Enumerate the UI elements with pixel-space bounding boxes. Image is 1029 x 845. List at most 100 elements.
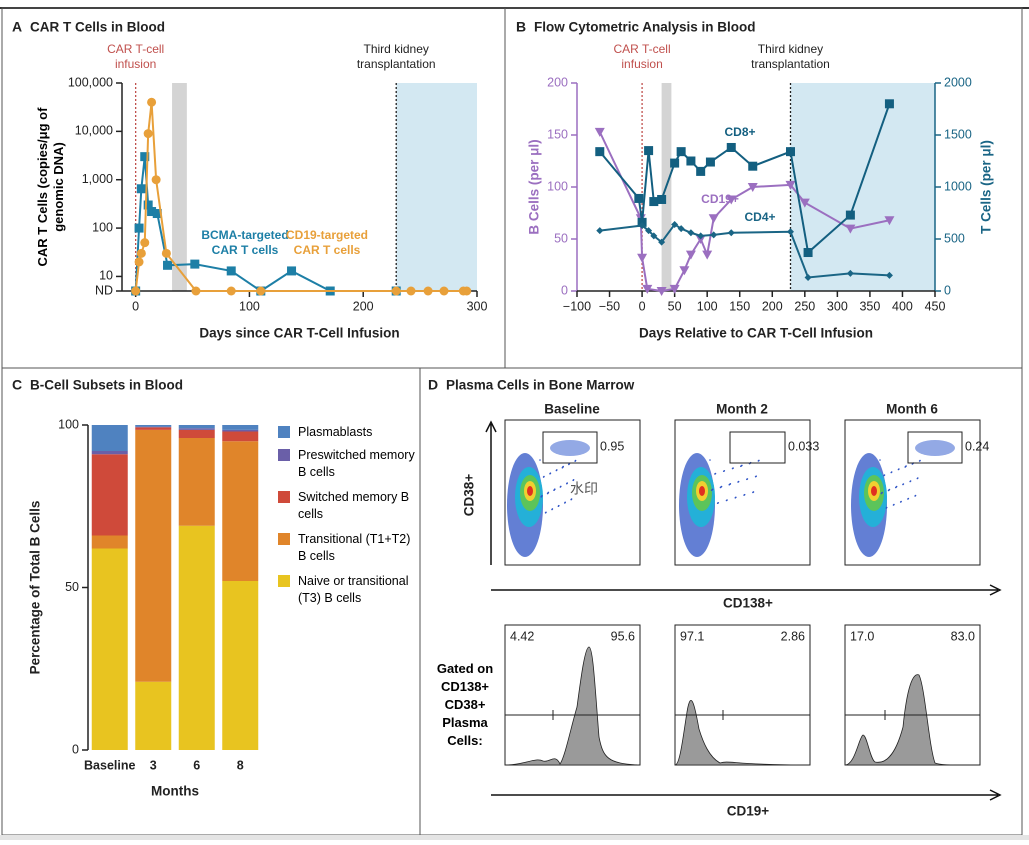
bar-segment [91,535,128,549]
y-axis-label: Percentage of Total B Cells [28,501,43,675]
data-point [439,286,449,296]
x-axis-label: Days Relative to CAR T-Cell Infusion [639,326,873,341]
data-point [596,227,604,235]
density-dot [752,491,754,494]
bar-segment [91,454,128,536]
gate [542,431,598,464]
density-dot [879,459,881,461]
bar-segment [222,429,259,432]
data-point [147,97,157,107]
density-dot [731,467,734,470]
y-tick-label: 1,000 [82,172,113,186]
data-point [151,175,161,185]
data-point [727,229,735,237]
x-tick-label: 0 [132,299,139,313]
density-dot [574,460,576,462]
plot-frame [844,419,981,566]
density-dot [559,486,562,488]
density-blob [550,440,590,456]
gate-value: 0.033 [788,439,819,453]
histogram-area [504,646,641,766]
histogram-gate [845,710,980,720]
x-tick-label: 150 [729,299,750,313]
series-label-box: CD19-targeted CAR T cells [286,228,368,257]
watermark: 水印 [570,481,598,497]
data-point [786,228,794,236]
x-tick-label: 250 [794,299,815,313]
density-dot [544,512,547,514]
density-dot [555,469,558,472]
density-dot [725,499,728,502]
data-point [638,221,646,229]
axis-arrow [491,584,1002,596]
data-point [143,200,153,210]
density-dot [892,504,895,506]
density-dot [539,459,541,461]
data-point [136,248,146,258]
density-dot [553,489,555,492]
data-point [695,235,706,244]
shaded-region [172,83,187,291]
data-point [406,286,416,296]
data-point [884,216,895,226]
density-dot [710,489,713,491]
density-dot [568,463,570,466]
density-dot [897,468,900,471]
data-point [710,231,718,239]
data-point [799,198,810,208]
column-title: Month 6 [886,402,938,417]
data-point [676,147,686,157]
y-tick-label: 100 [92,220,113,234]
data-point [669,284,680,294]
y-tick-label: 200 [547,75,568,89]
density-dot [885,507,888,509]
data-point [152,209,162,219]
density-dot [549,472,551,475]
x-tick-label: 50 [668,299,682,313]
data-point [134,257,144,267]
histogram-left-value: 4.42 [510,629,534,643]
reference-label: Third kidney transplantation [751,42,830,71]
series-label-box: CD19+ [701,192,739,206]
data-point [190,259,200,269]
density-dot [757,460,760,462]
density-dot [546,492,549,495]
x-tick-label: 400 [892,299,913,313]
y-tick-label: 0 [944,283,951,297]
legend-swatch [278,575,290,587]
histogram-left-value: 97.1 [680,629,704,643]
histogram-gate [675,710,810,720]
density-dot [551,508,553,511]
series-label-box: BCMA-targeted CAR T cells [201,228,288,257]
x-tick-label: 200 [762,299,783,313]
density-dot [740,465,742,468]
data-point [845,210,855,220]
density-blob [527,486,533,496]
data-point [136,184,146,194]
panel-letter: B [516,19,526,35]
reference-label-box: Third kidney transplantation [357,42,436,71]
density-dot [754,475,757,478]
histogram-area [674,700,811,766]
shaded-region [396,83,477,291]
data-point [656,287,667,296]
x-tick-label: 350 [859,299,880,313]
gate-label-box: Gated on CD138+ CD38+ Plasma Cells: [437,661,493,748]
data-point [726,142,736,152]
density-dot [902,483,904,486]
legend-label: Plasmablasts [298,425,373,439]
data-point [650,232,658,240]
data-point [696,166,706,176]
panel-title: Flow Cytometric Analysis in Blood [534,20,756,35]
x-tick-label: Baseline [84,758,135,772]
y-tick-label: 50 [65,580,79,594]
data-point [748,161,758,171]
legend-label-box: Preswitched memory B cells [298,448,415,479]
bar-segment [135,681,172,750]
density-dot [561,466,564,469]
data-point [845,224,856,234]
density-dot [890,471,893,474]
data-point [803,248,813,258]
bar-segment [222,431,259,442]
x-tick-label: 100 [239,299,260,313]
